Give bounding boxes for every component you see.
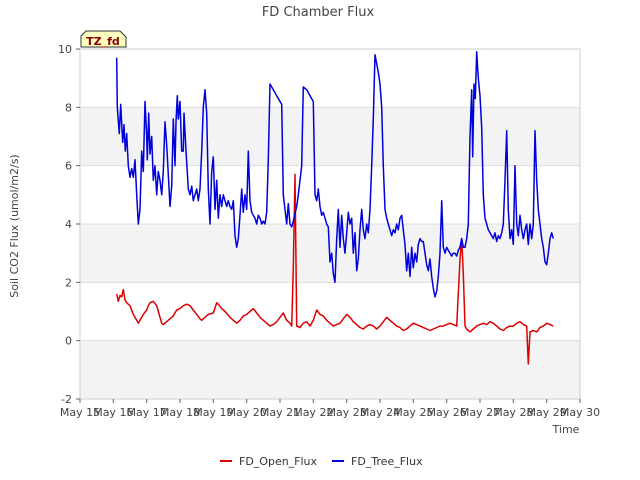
site-badge-label: TZ_fd [86,35,120,48]
y-tick-label: 4 [65,218,72,231]
y-axis-title: Soil CO2 Flux (umol/m2/s) [8,154,21,297]
x-tick-label: May 30 [560,406,600,419]
legend-item-fd-tree-flux: FD_Tree_Flux [332,455,423,468]
background-band [80,282,580,341]
x-tick-label: May 18 [160,406,200,419]
y-axis: -2 0 2 4 6 8 10 [58,43,80,406]
x-tick-label: May 17 [127,406,167,419]
x-tick-label: May 26 [427,406,467,419]
series-line-fd-tree-flux [115,51,555,298]
x-axis-title: Time [552,423,580,436]
legend-label: FD_Open_Flux [239,455,318,468]
x-tick-label: May 19 [193,406,233,419]
x-tick-label: May 29 [527,406,567,419]
site-badge: TZ_fd [80,30,127,48]
x-tick-label: May 24 [360,406,400,419]
x-tick-label: May 23 [327,406,367,419]
series-layer [115,51,555,365]
x-tick-label: May 21 [260,406,300,419]
y-tick-label: 6 [65,160,72,173]
background-band [80,49,580,108]
y-tick-label: 0 [65,335,72,348]
background-band [80,340,580,399]
background-band [80,107,580,166]
y-tick-label: 10 [58,43,72,56]
y-tick-label: 2 [65,276,72,289]
x-tick-label: May 15 [60,406,100,419]
legend-item-fd-open-flux: FD_Open_Flux [220,455,318,468]
chart-title: FD Chamber Flux [262,5,375,20]
x-tick-label: May 16 [93,406,133,419]
y-tick-label: -2 [61,393,72,406]
x-tick-label: May 22 [293,406,333,419]
legend: FD_Open_Flux FD_Tree_Flux [220,455,423,468]
x-tick-label: May 28 [493,406,533,419]
legend-label: FD_Tree_Flux [351,455,423,468]
x-tick-label: May 25 [393,406,433,419]
x-tick-label: May 27 [460,406,500,419]
y-tick-label: 8 [65,101,72,114]
x-tick-label: May 20 [227,406,267,419]
series-line-fd-open-flux [115,173,554,365]
